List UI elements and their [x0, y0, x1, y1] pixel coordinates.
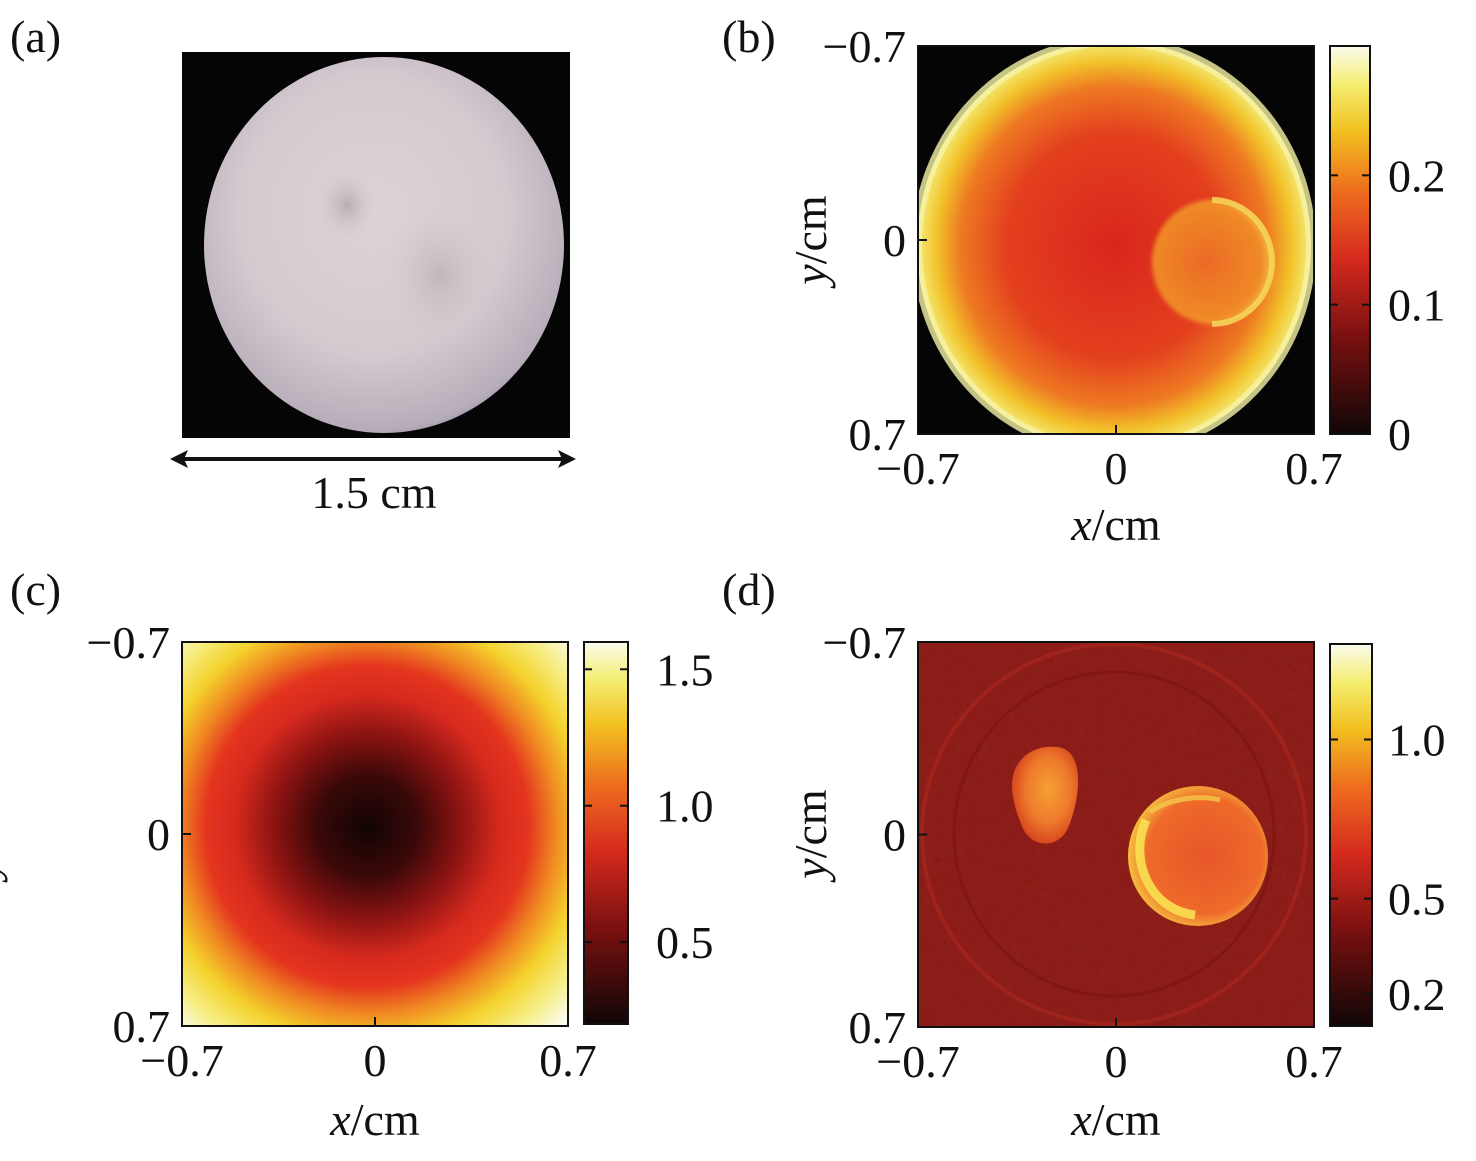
colorbar-tick-label: 0.1 — [1388, 280, 1446, 331]
colorbar-tick-label: 1.0 — [656, 781, 714, 832]
colorbar-tick-label: 0.5 — [1388, 874, 1446, 925]
x-tick-label: 0 — [1105, 1036, 1128, 1087]
colorbar-b-ticks: 0 0.1 0.2 — [1330, 150, 1446, 460]
x-tick-label: −0.7 — [876, 1036, 959, 1087]
sample-photo-disc — [204, 57, 564, 433]
photo-shadow — [385, 205, 495, 345]
heatmap-b — [918, 46, 1314, 434]
panel-b-label: (b) — [722, 11, 776, 62]
panel-a-label: (a) — [10, 11, 61, 62]
x-axis-label: x/cm — [1070, 1094, 1161, 1145]
colorbar-d — [1329, 643, 1373, 1027]
x-axis-label: x/cm — [1070, 499, 1161, 550]
axes-d: −0.7 0 0.7−0.700.7x/cmy/cm — [785, 617, 1343, 1145]
y-tick-label: 0 — [883, 215, 906, 266]
colorbar-tick-label: 0.5 — [656, 917, 714, 968]
colorbar-tick-label: 0.2 — [1388, 969, 1446, 1020]
panel-c: (c) −0.700.7−0.700.7x/cmy/cm 0.51.01.5 — [0, 564, 714, 1145]
x-tick-label: −0.7 — [876, 443, 959, 494]
x-axis-label: x/cm — [329, 1094, 420, 1145]
panel-b: (b) −0.7 0 0.7−0.700.7x/cmy/cm 00.10.2 — [722, 11, 1446, 550]
colorbar-tick-label: 0.2 — [1388, 150, 1446, 201]
y-tick-label: 0 — [147, 809, 170, 860]
panel-c-label: (c) — [10, 564, 61, 615]
y-tick-label: 0.7 — [113, 1001, 171, 1052]
colorbar-tick-label: 1.0 — [1388, 715, 1446, 766]
y-axis-label: y/cm — [0, 789, 8, 883]
colorbar-tick-label: 1.5 — [656, 644, 714, 695]
panel-d-label: (d) — [722, 564, 776, 615]
colorbar-tick-label: 0 — [1388, 409, 1411, 460]
panel-d: (d) −0.7 0 0.7−0.700.7x/cmy/cm 0.20.51.0 — [722, 564, 1446, 1145]
axes-b: −0.7 0 0.7−0.700.7x/cmy/cm — [785, 21, 1343, 550]
colorbar-c — [583, 641, 629, 1025]
x-tick-label: 0 — [364, 1035, 387, 1086]
x-tick-label: 0.7 — [539, 1035, 597, 1086]
colorbar-b — [1329, 45, 1371, 435]
heatmap-d — [918, 642, 1314, 1027]
x-tick-label: −0.7 — [140, 1035, 223, 1086]
colorbar-c-ticks: 0.5 1.0 1.5 — [584, 644, 714, 968]
axes-c: −0.700.7−0.700.7x/cmy/cm — [0, 617, 597, 1145]
panel-a: (a) 1.5 cm — [10, 11, 576, 518]
scale-bar-label: 1.5 cm — [311, 467, 436, 518]
y-tick-label: 0 — [883, 810, 906, 861]
x-tick-label: 0 — [1105, 443, 1128, 494]
y-tick-label: 0.7 — [849, 1002, 907, 1053]
y-axis-label: y/cm — [785, 789, 836, 883]
x-tick-label: 0.7 — [1285, 1036, 1343, 1087]
y-tick-label: 0.7 — [849, 409, 907, 460]
photo-dimple — [317, 169, 377, 241]
colorbar-d-ticks: 0.2 0.5 1.0 — [1330, 715, 1446, 1020]
scale-bar-arrow — [170, 450, 576, 468]
heatmap-c — [182, 642, 568, 1026]
y-axis-label: y/cm — [785, 195, 836, 289]
y-tick-label: −0.7 — [87, 617, 170, 668]
x-tick-label: 0.7 — [1285, 443, 1343, 494]
y-tick-label: −0.7 — [823, 617, 906, 668]
y-tick-label: −0.7 — [823, 21, 906, 72]
